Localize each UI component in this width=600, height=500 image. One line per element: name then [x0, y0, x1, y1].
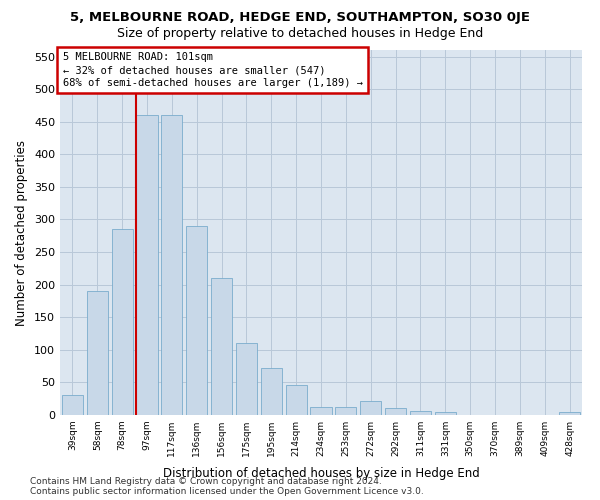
Bar	[186, 226, 207, 415]
Text: Contains HM Land Registry data © Crown copyright and database right 2024.: Contains HM Land Registry data © Crown c…	[30, 477, 382, 486]
Bar	[435, 412, 456, 415]
Bar	[62, 396, 83, 415]
Bar	[385, 408, 406, 415]
Bar	[360, 400, 381, 415]
Bar	[335, 407, 356, 415]
Bar	[87, 291, 108, 415]
Text: Contains public sector information licensed under the Open Government Licence v3: Contains public sector information licen…	[30, 487, 424, 496]
Bar	[310, 406, 332, 415]
Bar	[286, 385, 307, 415]
Bar	[261, 368, 282, 415]
Text: 5 MELBOURNE ROAD: 101sqm
← 32% of detached houses are smaller (547)
68% of semi-: 5 MELBOURNE ROAD: 101sqm ← 32% of detach…	[62, 52, 362, 88]
Bar	[236, 344, 257, 415]
Bar	[211, 278, 232, 415]
Bar	[161, 115, 182, 415]
Bar	[136, 115, 158, 415]
Bar	[112, 229, 133, 415]
Y-axis label: Number of detached properties: Number of detached properties	[16, 140, 28, 326]
Text: 5, MELBOURNE ROAD, HEDGE END, SOUTHAMPTON, SO30 0JE: 5, MELBOURNE ROAD, HEDGE END, SOUTHAMPTO…	[70, 12, 530, 24]
Bar	[559, 412, 580, 415]
Text: Size of property relative to detached houses in Hedge End: Size of property relative to detached ho…	[117, 26, 483, 40]
X-axis label: Distribution of detached houses by size in Hedge End: Distribution of detached houses by size …	[163, 468, 479, 480]
Bar	[410, 411, 431, 415]
